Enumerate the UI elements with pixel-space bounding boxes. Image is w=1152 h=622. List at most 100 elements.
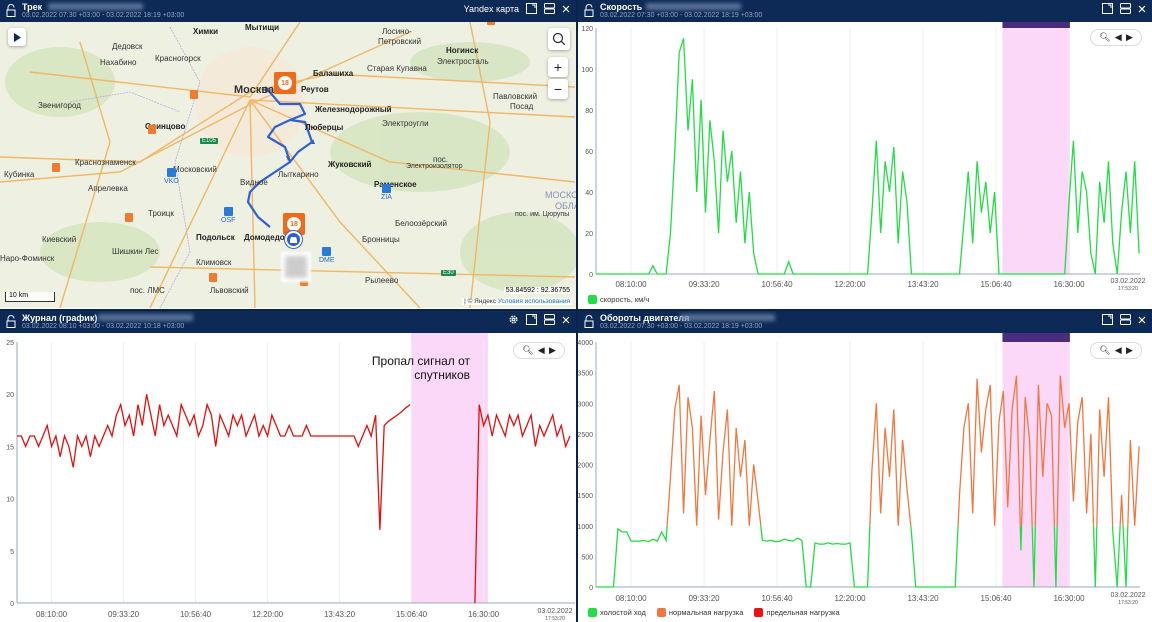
prev-arrow-icon[interactable]: ◀	[1114, 345, 1122, 355]
close-icon[interactable]	[1138, 316, 1146, 324]
y-tick-label: 0	[589, 585, 593, 592]
airplane-icon	[381, 184, 391, 193]
fuel-station-icon	[125, 213, 133, 222]
chart-legend: скорость, км/ч	[588, 295, 655, 304]
map-label: Лосино-	[382, 27, 412, 36]
legend-item-limit[interactable]: предельная нагрузка	[754, 608, 840, 617]
y-tick-label: 1500	[578, 493, 593, 500]
panel-header: Трек 03.02.2022 07:30 +03:00 - 03.02.202…	[0, 0, 576, 22]
x-end-time-label: 17:53:20	[1118, 600, 1138, 606]
unlock-icon[interactable]	[6, 4, 16, 17]
close-icon[interactable]	[562, 316, 570, 324]
vehicle-car-icon[interactable]	[285, 231, 302, 248]
legend-item-idle[interactable]: холостой ход	[588, 608, 646, 617]
x-tick-label: 16:30:00	[1053, 594, 1085, 603]
map-copyright: | © Яндекс Условия использования	[462, 298, 572, 305]
panel-header: Обороты двигателя 03.02.2022 07:30 +03:0…	[578, 311, 1152, 333]
split-layout-icon[interactable]	[544, 3, 555, 14]
map-search-button[interactable]	[548, 28, 570, 50]
split-layout-icon[interactable]	[1120, 314, 1131, 325]
unlock-icon[interactable]	[584, 315, 594, 328]
map-label: Электросталь	[437, 57, 489, 66]
split-layout-icon[interactable]	[544, 314, 555, 325]
track-marker-end[interactable]: 18	[283, 213, 305, 235]
x-tick-label: 13:43:20	[907, 280, 939, 289]
next-arrow-icon[interactable]: ▶	[548, 345, 556, 355]
map-roads	[0, 22, 576, 308]
highway-badge: E105	[200, 138, 219, 144]
panel-title: Журнал (график)	[22, 313, 98, 323]
next-arrow-icon[interactable]: ▶	[1125, 345, 1133, 355]
series-line	[596, 38, 1140, 275]
speed-chart[interactable]: 08:10:00 09:33:20 10:56:40 12:20:00 13:43:20…	[578, 22, 1152, 309]
y-tick-label: 100	[581, 67, 593, 74]
rpm-chart[interactable]: 08:10:00 09:33:20 10:56:40 12:20:00 13:43:20…	[578, 333, 1152, 622]
fuel-station-icon	[487, 22, 495, 25]
popout-icon[interactable]	[1102, 3, 1113, 14]
split-layout-icon[interactable]	[1120, 3, 1131, 14]
y-tick-label: 0	[589, 272, 593, 279]
map-label: Климовск	[196, 258, 232, 267]
x-tick-label: 15:06:40	[980, 594, 1012, 603]
y-tick-label: 10	[6, 497, 14, 504]
map-label: пос.	[433, 155, 449, 164]
map-provider-select[interactable]: Yandex карта	[463, 3, 519, 14]
x-tick-label: 12:20:00	[834, 594, 866, 603]
y-tick-label: 20	[585, 231, 593, 238]
zoom-icon[interactable]: 🔍︎	[522, 345, 534, 355]
zoom-icon[interactable]: 🔍︎	[1099, 345, 1111, 355]
map-label: Нахабино	[100, 58, 137, 67]
track-marker-start[interactable]: 18	[274, 72, 296, 94]
x-tick-label: 09:33:20	[688, 280, 720, 289]
x-end-date-label: 03.02.2022	[1110, 278, 1145, 285]
map-label: ОБЛА	[555, 201, 576, 211]
band-top-strip	[1002, 333, 1070, 342]
zoom-out-button[interactable]: −	[548, 79, 568, 99]
map-label: Железнодорожный	[315, 105, 392, 114]
close-icon[interactable]	[562, 5, 570, 13]
map-label: МОСКО	[545, 190, 576, 200]
chart-legend: холостой ход нормальная нагрузка предель…	[588, 608, 846, 617]
chart-nav-controls: 🔍︎ ◀ ▶	[1090, 342, 1142, 359]
x-tick-label: 08:10:00	[36, 610, 68, 619]
play-button[interactable]	[8, 28, 26, 46]
popout-icon[interactable]	[1102, 314, 1113, 325]
terms-link[interactable]: Условия использования	[497, 298, 570, 305]
x-end-date-label: 03.02.2022	[537, 608, 572, 615]
gear-icon[interactable]	[508, 314, 519, 325]
journal-chart[interactable]: 08:10:00 09:33:20 10:56:40 12:20:00 13:43:20…	[0, 333, 576, 622]
map-label: Старая Купавна	[367, 64, 427, 73]
y-tick-label: 2000	[578, 463, 593, 470]
fuel-station-icon	[209, 273, 217, 282]
y-tick-label: 25	[6, 340, 14, 347]
panel-period: 03.02.2022 08:10 +03:00 - 03.02.2022 10:…	[22, 323, 185, 330]
y-tick-label: 120	[581, 26, 593, 33]
y-tick-label: 0	[10, 601, 14, 608]
unlock-icon[interactable]	[584, 4, 594, 17]
zoom-in-button[interactable]: +	[548, 57, 568, 77]
next-arrow-icon[interactable]: ▶	[1125, 32, 1133, 42]
unlock-icon[interactable]	[6, 315, 16, 328]
y-tick-label: 1000	[578, 524, 593, 531]
vehicle-name-blurred	[98, 314, 193, 321]
play-icon	[14, 32, 21, 42]
map-label: Львовский	[210, 286, 249, 295]
prev-arrow-icon[interactable]: ◀	[1114, 32, 1122, 42]
fuel-station-icon	[148, 125, 156, 134]
close-icon[interactable]	[1138, 5, 1146, 13]
legend-item[interactable]: скорость, км/ч	[588, 295, 649, 304]
legend-item-normal[interactable]: нормальная нагрузка	[656, 608, 743, 617]
x-tick-label: 12:20:00	[252, 610, 284, 619]
panel-header: Журнал (график) 03.02.2022 08:10 +03:00 …	[0, 311, 576, 333]
prev-arrow-icon[interactable]: ◀	[537, 345, 545, 355]
x-end-date-label: 03.02.2022	[1110, 592, 1145, 599]
map-label: Мытищи	[245, 23, 279, 32]
yandex-map[interactable]: Химки Мытищи Лосино- Петровский Ногинск …	[0, 22, 576, 308]
airplane-icon	[223, 207, 233, 216]
highway-badge: E30	[441, 270, 456, 276]
x-tick-label: 16:30:00	[468, 610, 500, 619]
popout-icon[interactable]	[526, 314, 537, 325]
popout-icon[interactable]	[526, 3, 537, 14]
map-label: Белоозёрский	[395, 219, 448, 228]
zoom-icon[interactable]: 🔍︎	[1099, 32, 1111, 42]
